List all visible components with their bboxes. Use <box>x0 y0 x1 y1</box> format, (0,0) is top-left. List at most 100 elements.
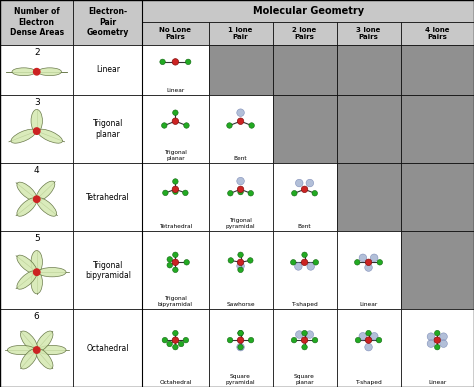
Ellipse shape <box>238 344 243 350</box>
Bar <box>142 95 209 163</box>
Ellipse shape <box>167 257 173 262</box>
Text: 3 lone
Pairs: 3 lone Pairs <box>356 27 381 40</box>
Ellipse shape <box>301 186 308 193</box>
Ellipse shape <box>163 190 168 195</box>
Bar <box>209 45 273 95</box>
Ellipse shape <box>302 252 307 258</box>
Bar <box>401 95 474 163</box>
Text: Number of
Electron
Dense Areas: Number of Electron Dense Areas <box>9 7 64 37</box>
Bar <box>337 22 401 45</box>
Ellipse shape <box>237 343 245 351</box>
Ellipse shape <box>312 337 318 343</box>
Ellipse shape <box>38 345 66 354</box>
Ellipse shape <box>36 181 55 200</box>
Bar <box>273 22 337 45</box>
Text: Trigonal
pyramidal: Trigonal pyramidal <box>226 218 255 229</box>
Ellipse shape <box>291 260 296 265</box>
Ellipse shape <box>36 331 53 351</box>
Ellipse shape <box>355 260 360 265</box>
Ellipse shape <box>38 267 66 277</box>
Ellipse shape <box>36 198 56 216</box>
Ellipse shape <box>228 258 234 263</box>
Bar <box>0 309 73 387</box>
Ellipse shape <box>249 123 255 128</box>
Ellipse shape <box>172 118 179 125</box>
Ellipse shape <box>307 263 315 270</box>
Ellipse shape <box>167 341 173 347</box>
Bar <box>337 45 401 95</box>
Text: Square
planar: Square planar <box>294 374 315 385</box>
Ellipse shape <box>172 259 179 265</box>
Ellipse shape <box>306 179 314 187</box>
Ellipse shape <box>238 267 243 272</box>
Text: Trigonal
planar: Trigonal planar <box>92 120 123 139</box>
Text: Trigonal
planar: Trigonal planar <box>164 150 187 161</box>
Text: 5: 5 <box>34 235 40 243</box>
Ellipse shape <box>183 337 189 343</box>
Bar <box>0 231 73 309</box>
Ellipse shape <box>371 332 378 340</box>
Ellipse shape <box>17 255 37 274</box>
Bar <box>401 309 474 387</box>
Text: Electron-
Pair
Geometry: Electron- Pair Geometry <box>87 7 129 37</box>
Bar <box>73 231 142 309</box>
Ellipse shape <box>301 337 308 343</box>
Ellipse shape <box>172 59 179 65</box>
Text: 4 lone
Pairs: 4 lone Pairs <box>425 27 449 40</box>
Ellipse shape <box>365 264 372 271</box>
Ellipse shape <box>238 252 243 258</box>
Text: Linear: Linear <box>96 65 120 74</box>
Ellipse shape <box>173 189 178 194</box>
Ellipse shape <box>20 349 37 369</box>
Ellipse shape <box>306 331 314 338</box>
Bar <box>401 22 474 45</box>
Ellipse shape <box>302 344 307 350</box>
Text: Tetrahedral: Tetrahedral <box>86 193 130 202</box>
Ellipse shape <box>31 271 43 294</box>
Bar <box>209 22 273 45</box>
Bar <box>73 95 142 163</box>
Ellipse shape <box>38 68 62 76</box>
Ellipse shape <box>182 190 188 195</box>
Ellipse shape <box>440 333 447 341</box>
Ellipse shape <box>238 189 243 195</box>
Ellipse shape <box>295 179 303 187</box>
Ellipse shape <box>377 260 383 265</box>
Bar <box>209 95 273 163</box>
Bar <box>401 45 474 95</box>
Bar <box>273 45 337 95</box>
Ellipse shape <box>172 186 179 193</box>
Ellipse shape <box>34 196 40 202</box>
Bar <box>142 309 209 387</box>
Ellipse shape <box>435 330 440 336</box>
Ellipse shape <box>365 337 372 343</box>
Ellipse shape <box>295 331 303 338</box>
Text: 3: 3 <box>34 98 40 107</box>
Ellipse shape <box>36 349 53 369</box>
Bar <box>73 309 142 387</box>
Ellipse shape <box>313 260 319 265</box>
Text: Sawhorse: Sawhorse <box>226 302 255 307</box>
Ellipse shape <box>11 129 36 143</box>
Text: 6: 6 <box>34 312 40 321</box>
Ellipse shape <box>173 252 178 258</box>
Bar <box>337 231 401 309</box>
Ellipse shape <box>301 259 308 265</box>
Ellipse shape <box>440 340 447 348</box>
Ellipse shape <box>34 128 40 134</box>
Ellipse shape <box>427 340 435 348</box>
Ellipse shape <box>359 254 367 262</box>
Ellipse shape <box>185 59 191 65</box>
Ellipse shape <box>17 198 37 216</box>
Bar <box>209 231 273 309</box>
Text: Tetrahedral: Tetrahedral <box>159 224 192 229</box>
Ellipse shape <box>238 330 243 336</box>
Ellipse shape <box>435 344 440 350</box>
Text: Square
pyramidal: Square pyramidal <box>226 374 255 385</box>
Ellipse shape <box>238 330 243 336</box>
Ellipse shape <box>228 190 233 196</box>
Ellipse shape <box>237 177 245 185</box>
Bar <box>142 0 474 22</box>
Ellipse shape <box>34 269 40 276</box>
Bar <box>209 163 273 231</box>
